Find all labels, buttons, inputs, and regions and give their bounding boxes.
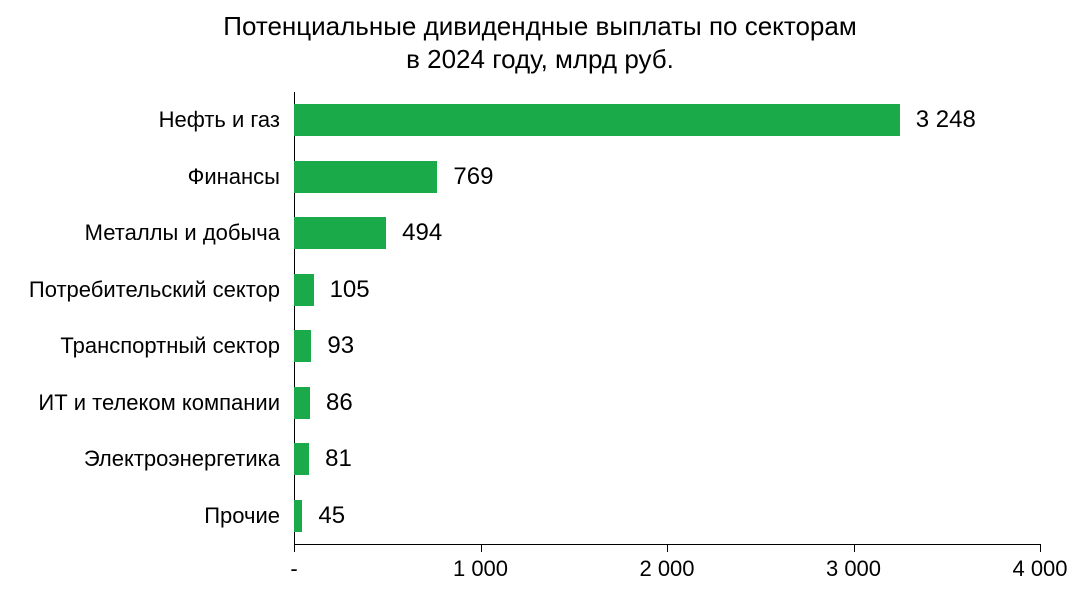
x-tick-label: 2 000 bbox=[639, 556, 694, 582]
value-label: 105 bbox=[330, 274, 370, 306]
x-tick-label: 3 000 bbox=[826, 556, 881, 582]
chart-title: Потенциальные дивидендные выплаты по сек… bbox=[0, 10, 1080, 75]
x-tick-mark bbox=[481, 544, 482, 552]
value-label: 45 bbox=[318, 500, 345, 532]
value-label: 3 248 bbox=[916, 104, 976, 136]
category-label: Электроэнергетика bbox=[84, 443, 294, 475]
category-label: Прочие bbox=[204, 500, 294, 532]
bar-row: Металлы и добыча494 bbox=[294, 217, 1040, 249]
value-label: 769 bbox=[453, 161, 493, 193]
bar bbox=[294, 387, 310, 419]
bar-row: Потребительский сектор105 bbox=[294, 274, 1040, 306]
value-label: 494 bbox=[402, 217, 442, 249]
x-tick-label: 1 000 bbox=[453, 556, 508, 582]
bar-row: Финансы769 bbox=[294, 161, 1040, 193]
bar bbox=[294, 217, 386, 249]
category-label: Финансы bbox=[188, 161, 294, 193]
bar-row: Прочие45 bbox=[294, 500, 1040, 532]
x-tick-mark bbox=[1040, 544, 1041, 552]
x-axis-ticks: -1 0002 0003 0004 000 bbox=[294, 544, 1040, 584]
value-label: 93 bbox=[327, 330, 354, 362]
x-tick-mark bbox=[667, 544, 668, 552]
bar bbox=[294, 443, 309, 475]
category-label: ИТ и телеком компании bbox=[38, 387, 294, 419]
bar-row: Нефть и газ3 248 bbox=[294, 104, 1040, 136]
bar-row: Транспортный сектор93 bbox=[294, 330, 1040, 362]
category-label: Транспортный сектор bbox=[60, 330, 294, 362]
bar bbox=[294, 274, 314, 306]
bar bbox=[294, 330, 311, 362]
category-label: Потребительский сектор bbox=[29, 274, 294, 306]
category-label: Нефть и газ bbox=[159, 104, 294, 136]
bar-row: Электроэнергетика81 bbox=[294, 443, 1040, 475]
x-tick-label: 4 000 bbox=[1012, 556, 1067, 582]
bar-row: ИТ и телеком компании86 bbox=[294, 387, 1040, 419]
bar bbox=[294, 161, 437, 193]
x-tick-mark bbox=[294, 544, 295, 552]
category-label: Металлы и добыча bbox=[85, 217, 294, 249]
bar bbox=[294, 104, 900, 136]
plot-area: -1 0002 0003 0004 000Нефть и газ3 248Фин… bbox=[294, 92, 1040, 544]
x-tick-mark bbox=[854, 544, 855, 552]
bar bbox=[294, 500, 302, 532]
y-axis-line bbox=[294, 92, 295, 544]
value-label: 86 bbox=[326, 387, 353, 419]
value-label: 81 bbox=[325, 443, 352, 475]
x-tick-label: - bbox=[290, 556, 297, 582]
dividend-chart: Потенциальные дивидендные выплаты по сек… bbox=[0, 0, 1080, 607]
